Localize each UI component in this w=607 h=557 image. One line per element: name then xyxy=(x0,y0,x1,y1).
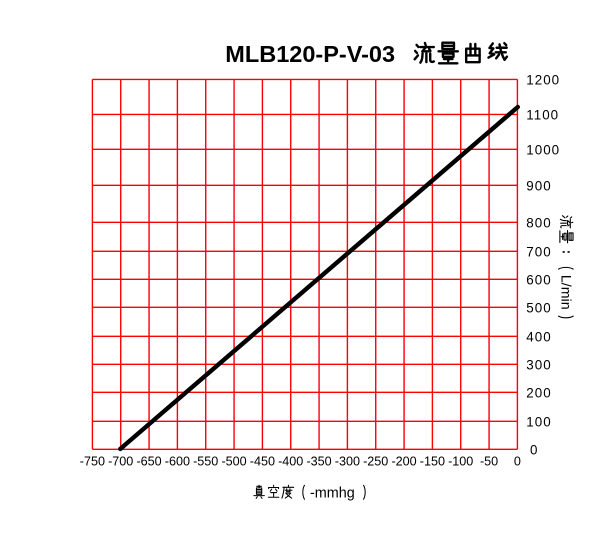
svg-text:800: 800 xyxy=(526,215,551,230)
svg-text:0: 0 xyxy=(514,455,521,469)
svg-text:-350: -350 xyxy=(306,455,331,469)
svg-text:500: 500 xyxy=(526,300,551,315)
svg-text:400: 400 xyxy=(526,329,551,344)
svg-text:-600: -600 xyxy=(165,455,190,469)
svg-text:-500: -500 xyxy=(221,455,246,469)
svg-text:-550: -550 xyxy=(193,455,218,469)
svg-text:1100: 1100 xyxy=(526,108,559,123)
svg-text:-450: -450 xyxy=(250,455,275,469)
svg-text:-200: -200 xyxy=(391,455,416,469)
svg-text:-mmhg: -mmhg xyxy=(310,486,355,502)
svg-text:-150: -150 xyxy=(420,455,445,469)
svg-text:-750: -750 xyxy=(80,455,105,469)
svg-text:-250: -250 xyxy=(363,455,388,469)
svg-text:200: 200 xyxy=(526,385,551,400)
svg-text:-400: -400 xyxy=(278,455,303,469)
svg-text:MLB120-P-V-03: MLB120-P-V-03 xyxy=(225,41,395,67)
svg-text:-300: -300 xyxy=(335,455,360,469)
svg-text:L/min: L/min xyxy=(558,275,574,310)
svg-text:-700: -700 xyxy=(108,455,133,469)
svg-text:300: 300 xyxy=(526,357,551,372)
svg-text:-650: -650 xyxy=(136,455,161,469)
svg-text:0: 0 xyxy=(530,442,538,457)
svg-text:600: 600 xyxy=(526,272,551,287)
svg-text:1000: 1000 xyxy=(526,142,560,157)
svg-text:-100: -100 xyxy=(448,455,473,469)
svg-text:700: 700 xyxy=(526,244,551,259)
svg-text:1200: 1200 xyxy=(526,73,560,88)
svg-text:-50: -50 xyxy=(480,455,498,469)
svg-text:100: 100 xyxy=(526,414,551,429)
svg-text:900: 900 xyxy=(526,178,551,193)
